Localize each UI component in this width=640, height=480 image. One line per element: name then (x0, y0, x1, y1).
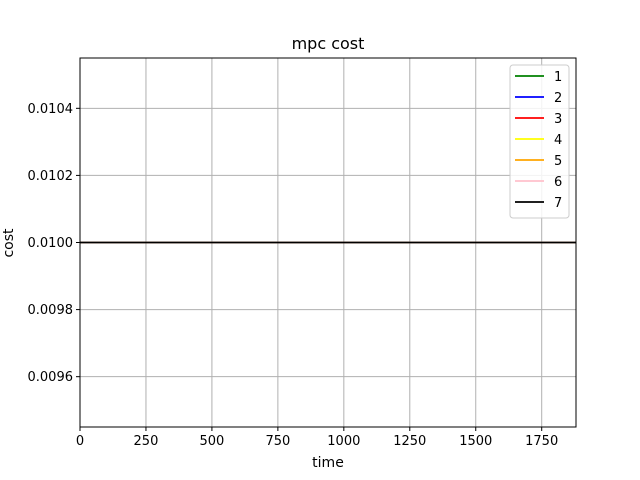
legend-label: 3 (554, 112, 562, 127)
legend-label: 1 (554, 70, 562, 85)
y-tick-label: 0.0102 (28, 169, 74, 184)
legend-label: 5 (554, 154, 562, 169)
legend-box (509, 64, 570, 219)
x-tick-label: 0 (76, 434, 84, 449)
legend-label: 2 (554, 91, 562, 106)
x-tick-label: 250 (134, 434, 159, 449)
y-tick-label: 0.0100 (28, 236, 74, 251)
x-axis-label: time (312, 455, 344, 471)
y-axis-label: cost (1, 228, 17, 258)
y-tick-label: 0.0096 (28, 370, 74, 385)
legend-entry: 2 (515, 91, 562, 106)
legend-label: 7 (554, 196, 562, 211)
legend: 1 2 3 4 5 6 7 (509, 64, 570, 219)
x-tick-label: 1750 (525, 434, 558, 449)
legend-label: 4 (554, 133, 562, 148)
x-axis-ticks: 0 250 500 750 1000 1250 1500 1750 (76, 427, 558, 449)
x-tick-label: 750 (265, 434, 290, 449)
x-tick-label: 500 (200, 434, 225, 449)
x-tick-label: 1500 (459, 434, 492, 449)
y-axis-ticks: 0.0096 0.0098 0.0100 0.0102 0.0104 (28, 102, 80, 385)
legend-entry: 4 (515, 133, 562, 148)
legend-entry: 5 (515, 154, 562, 169)
chart-title: mpc cost (292, 34, 365, 53)
legend-entry: 1 (515, 70, 562, 85)
x-tick-label: 1250 (393, 434, 426, 449)
y-tick-label: 0.0104 (28, 102, 74, 117)
legend-entry: 6 (515, 175, 562, 190)
legend-entry: 3 (515, 112, 562, 127)
legend-label: 6 (554, 175, 562, 190)
y-tick-label: 0.0098 (28, 303, 74, 318)
x-tick-label: 1000 (327, 434, 360, 449)
legend-entry: 7 (515, 196, 562, 211)
